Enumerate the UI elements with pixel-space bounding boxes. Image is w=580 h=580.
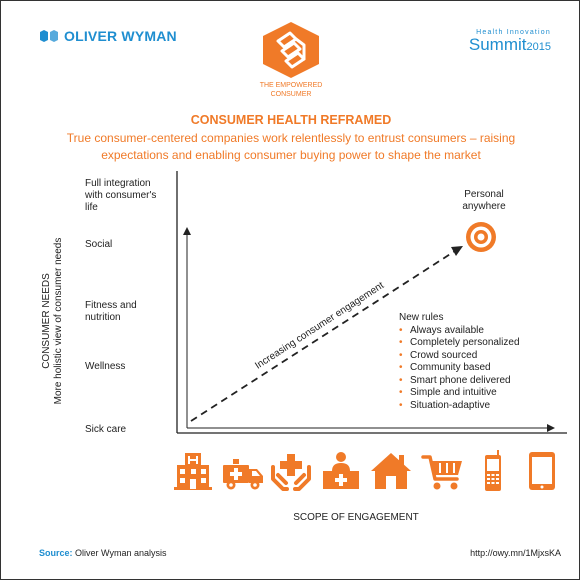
y-level-sick-care: Sick care — [85, 424, 127, 435]
rule-item: Completely personalized — [399, 337, 520, 350]
target-icon — [466, 222, 496, 252]
engagement-arrow — [183, 227, 555, 432]
tablet-icon — [529, 452, 555, 490]
new-rules-list: New rules Always available Completely pe… — [399, 312, 520, 412]
shopping-cart-icon — [421, 455, 462, 490]
source-text: Oliver Wyman analysis — [75, 548, 167, 558]
axes — [176, 171, 567, 434]
y-level-fitness: Fitness and nutrition — [85, 300, 137, 323]
caring-hands-icon — [271, 454, 311, 491]
clinic-desk-icon — [323, 452, 359, 489]
headline: CONSUMER HEALTH REFRAMED — [190, 113, 392, 127]
ambulance-icon — [223, 459, 263, 490]
mobile-phone-icon — [485, 450, 501, 491]
empowered-consumer-logo: THE EMPOWERED CONSUMER — [250, 21, 332, 99]
summit-word: Summit — [468, 35, 527, 54]
brand-name: OLIVER WYMAN — [64, 28, 177, 44]
home-icon — [371, 453, 411, 489]
inner-x-arrowhead — [547, 424, 555, 432]
logo-caption-line2: CONSUMER — [270, 91, 312, 98]
hospital-icon — [174, 453, 212, 490]
rule-item: Crowd sourced — [399, 350, 520, 363]
logo-caption-line1: THE EMPOWERED — [259, 82, 323, 89]
summit-badge: Health Innovation Summit2015 — [469, 29, 551, 55]
rule-item: Always available — [399, 325, 520, 338]
y-level-full-integration: Full integration with consumer's life — [85, 178, 157, 213]
subtitle: True consumer-centered companies work re… — [66, 131, 516, 162]
oliver-wyman-logo-icon — [40, 30, 58, 42]
rule-item: Simple and intuitive — [399, 387, 520, 400]
short-url-link[interactable]: http://owy.mn/1MjxsKA — [470, 548, 561, 558]
new-rules-title: New rules — [399, 312, 444, 323]
dashed-arrowhead — [451, 246, 463, 256]
source-label: Source: — [39, 548, 73, 558]
source-note: Source: Oliver Wyman analysis — [39, 548, 166, 558]
rule-item: Situation-adaptive — [399, 400, 520, 413]
arrow-label: Increasing consumer engagement — [253, 280, 386, 372]
y-level-wellness: Wellness — [85, 361, 126, 372]
oliver-wyman-brand: OLIVER WYMAN — [39, 28, 177, 44]
personal-anywhere-label: Personal anywhere — [462, 189, 506, 212]
rule-item: Community based — [399, 362, 520, 375]
inner-y-arrowhead — [183, 227, 191, 235]
fist-hexagon-icon — [263, 22, 319, 78]
dashed-arrow-line — [190, 250, 456, 422]
summit-year: 2015 — [526, 41, 551, 53]
rule-item: Smart phone delivered — [399, 375, 520, 388]
y-level-social: Social — [85, 239, 113, 250]
logo-caption: THE EMPOWERED CONSUMER — [250, 81, 332, 99]
x-axis-title: SCOPE OF ENGAGEMENT — [293, 512, 419, 523]
summit-tagline: Health Innovation — [476, 29, 551, 36]
